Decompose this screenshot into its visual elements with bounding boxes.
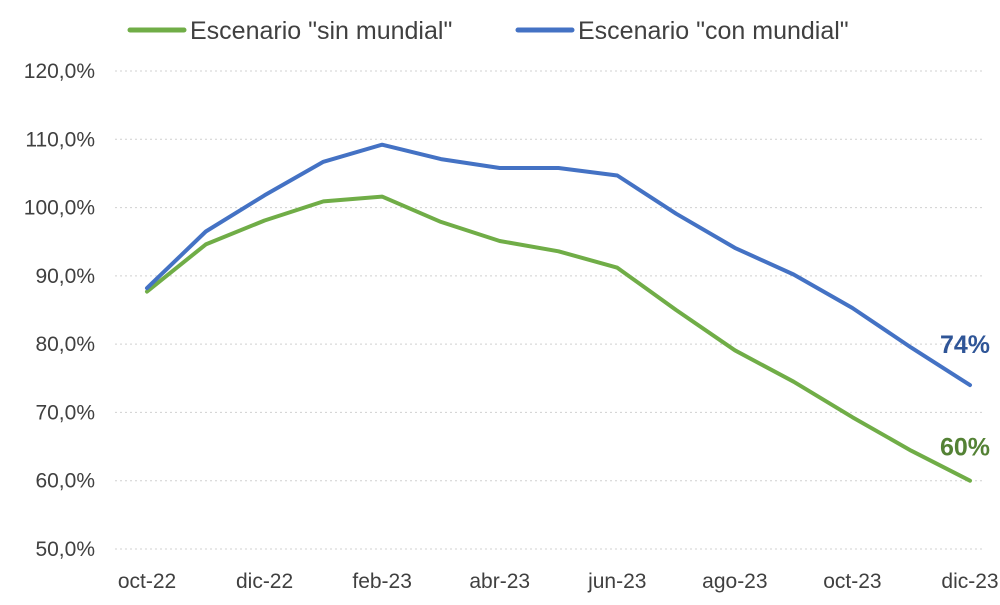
y-axis: 50,0% 60,0% 70,0% 80,0% 90,0% 100,0% 110,0% 120…	[24, 60, 95, 561]
x-tick-label: oct-22	[118, 570, 176, 593]
series-1-point	[792, 272, 796, 276]
series-0-point	[733, 348, 737, 352]
x-axis: oct-22 dic-22 feb-23 abr-23 jun-23 ago-23 oct-…	[118, 570, 999, 593]
series-0-point	[557, 249, 561, 253]
series-0-point	[263, 219, 267, 223]
x-tick-label: dic-22	[236, 570, 293, 593]
series-1-point	[909, 346, 913, 350]
y-tick-label: 100,0%	[24, 197, 95, 220]
y-tick-label: 50,0%	[35, 538, 95, 561]
series-1-point	[557, 166, 561, 170]
series-0-point	[439, 220, 443, 224]
series-1-point	[850, 306, 854, 310]
series-0-point	[204, 242, 208, 246]
y-tick-label: 90,0%	[35, 265, 95, 288]
series-1-point	[263, 193, 267, 197]
series-1-point	[204, 229, 208, 233]
legend: Escenario "sin mundial" Escenario "con mu…	[127, 17, 849, 45]
series-end-label: 74%	[940, 331, 990, 359]
x-tick-label: jun-23	[587, 570, 646, 593]
series-1-point	[733, 246, 737, 250]
end-labels: 60% 74%	[940, 331, 990, 462]
series-1-point	[439, 157, 443, 161]
series-0-point	[909, 449, 913, 453]
y-tick-label: 120,0%	[24, 60, 95, 83]
x-tick-label: ago-23	[702, 570, 767, 593]
series-0-point	[380, 195, 384, 199]
gridlines	[115, 70, 985, 550]
series-end-label: 60%	[940, 434, 990, 462]
x-tick-label: abr-23	[469, 570, 530, 593]
series-1-point	[380, 143, 384, 147]
series-0-point	[498, 239, 502, 243]
series-0-point	[145, 290, 149, 294]
y-tick-label: 60,0%	[35, 470, 95, 493]
series-1-point	[321, 160, 325, 164]
series-1-point	[145, 286, 149, 290]
x-tick-label: dic-23	[941, 570, 998, 593]
series-1-point	[674, 212, 678, 216]
series-0-point	[850, 415, 854, 419]
y-tick-label: 80,0%	[35, 333, 95, 356]
legend-label: Escenario "con mundial"	[578, 17, 849, 45]
series-0-point	[321, 199, 325, 203]
series-0-point	[792, 380, 796, 384]
x-tick-label: feb-23	[352, 570, 412, 593]
series-0-point	[674, 308, 678, 312]
series-0-point	[968, 479, 972, 483]
x-tick-label: oct-23	[823, 570, 881, 593]
series-1-point	[615, 173, 619, 177]
series-layer	[145, 142, 972, 483]
y-tick-label: 70,0%	[35, 401, 95, 424]
series-1-point	[498, 166, 502, 170]
series-0-point	[615, 266, 619, 270]
series-line-0	[145, 194, 972, 483]
legend-label: Escenario "sin mundial"	[190, 17, 452, 45]
y-tick-label: 110,0%	[25, 128, 95, 151]
series-line-1	[145, 142, 972, 388]
series-1-point	[968, 383, 972, 387]
